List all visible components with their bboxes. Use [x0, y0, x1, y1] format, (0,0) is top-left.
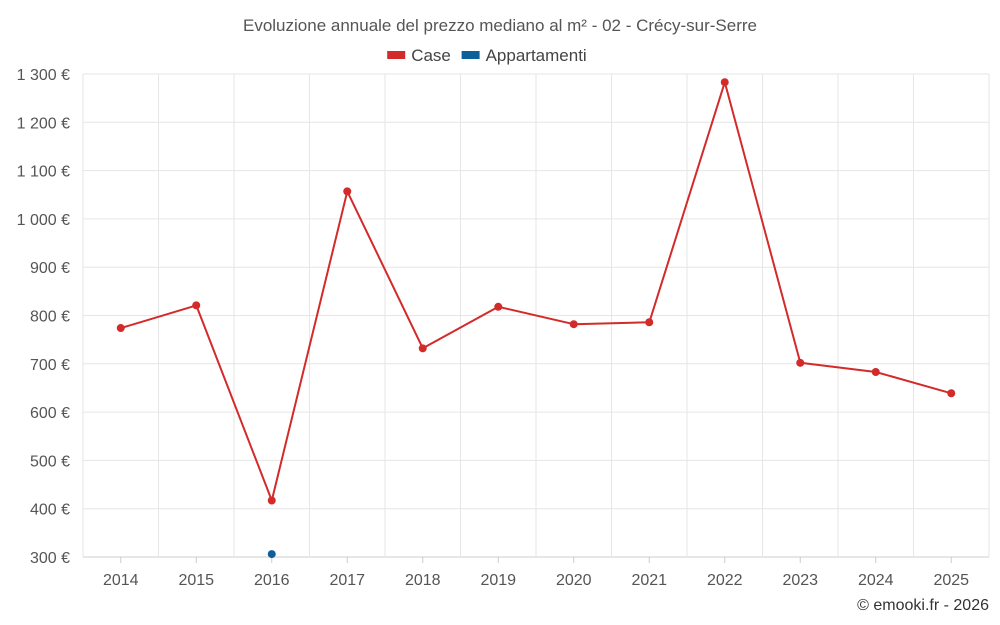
data-point-case-2014[interactable]: [116, 324, 125, 333]
series-line-case: [120, 81, 952, 502]
data-point-case-2016[interactable]: [267, 496, 276, 505]
x-tick-label: 2018: [405, 572, 441, 589]
data-point-case-2019[interactable]: [494, 302, 503, 311]
y-tick-label: 300 €: [30, 550, 70, 567]
x-tick-label: 2019: [480, 572, 516, 589]
data-point-appartamenti-2016[interactable]: [267, 550, 276, 559]
y-tick-label: 400 €: [30, 502, 70, 519]
series-layer: [116, 78, 956, 559]
data-point-case-2022[interactable]: [720, 78, 729, 87]
credit-text: © emooki.fr - 2026: [857, 597, 989, 614]
legend-item-case[interactable]: Case: [387, 46, 451, 65]
x-tick-label: 2020: [556, 572, 592, 589]
data-point-case-2025[interactable]: [947, 389, 956, 398]
x-tick-label: 2025: [933, 572, 969, 589]
legend-label: Case: [411, 46, 451, 65]
y-tick-label: 1 200 €: [17, 115, 70, 132]
y-tick-label: 800 €: [30, 309, 70, 326]
x-tick-label: 2016: [254, 572, 290, 589]
legend-label: Appartamenti: [486, 46, 587, 65]
x-tick-label: 2023: [782, 572, 818, 589]
data-point-case-2017[interactable]: [343, 187, 352, 196]
x-tick-label: 2015: [178, 572, 214, 589]
x-tick-label: 2024: [858, 572, 894, 589]
chart-title: Evoluzione annuale del prezzo mediano al…: [243, 16, 757, 35]
data-point-case-2024[interactable]: [871, 368, 880, 377]
x-tick-label: 2017: [329, 572, 365, 589]
y-tick-label: 1 100 €: [17, 164, 70, 181]
data-point-case-2020[interactable]: [569, 320, 578, 329]
y-tick-label: 900 €: [30, 260, 70, 277]
axis-layer: 300 € 400 € 500 € 600 € 700 € 800 € 900 € 1 000…: [17, 67, 970, 589]
data-point-case-2015[interactable]: [192, 301, 201, 310]
data-point-case-2021[interactable]: [645, 318, 654, 327]
y-tick-label: 500 €: [30, 453, 70, 470]
legend-item-appartamenti[interactable]: Appartamenti: [461, 46, 587, 65]
y-tick-label: 1 000 €: [17, 212, 70, 229]
x-tick-label: 2014: [103, 572, 139, 589]
x-tick-label: 2021: [631, 572, 667, 589]
data-point-case-2023[interactable]: [796, 358, 805, 367]
legend-swatch: [387, 51, 406, 59]
data-point-case-2018[interactable]: [418, 344, 427, 353]
legend[interactable]: Case Appartamenti: [387, 46, 587, 65]
legend-swatch: [461, 51, 480, 59]
y-tick-label: 700 €: [30, 357, 70, 374]
x-tick-label: 2022: [707, 572, 743, 589]
y-tick-label: 600 €: [30, 405, 70, 422]
y-tick-label: 1 300 €: [17, 67, 70, 84]
